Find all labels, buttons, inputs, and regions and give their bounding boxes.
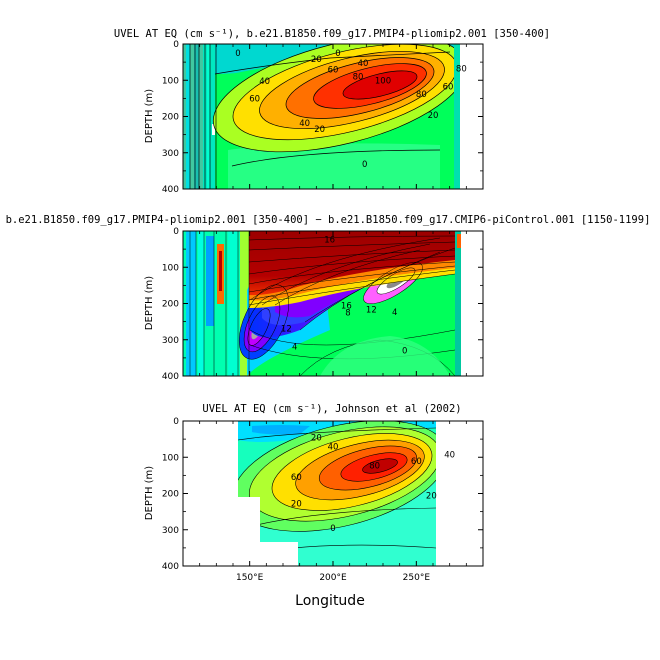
panel3-ytick-label: 200 xyxy=(162,490,179,500)
panel1-contour-label: 40 xyxy=(299,119,310,129)
panel1-contour-label: 100 xyxy=(375,76,391,86)
panel1-contour-label: 0 xyxy=(235,49,240,59)
panel2-plot-area xyxy=(183,231,483,376)
panel3-xtick-label: 150°E xyxy=(236,573,264,583)
panel3-xlabel: Longitude xyxy=(295,593,365,609)
panel3-title: UVEL AT EQ (cm s⁻¹), Johnson et al (2002… xyxy=(202,403,461,415)
panel2-contour-label: 12 xyxy=(281,325,292,335)
panel3-ytick-label: 100 xyxy=(162,453,179,463)
panel3-contour-label: 40 xyxy=(444,451,455,461)
panel1-contour-label: 80 xyxy=(416,90,427,100)
panel3-contour-label: 80 xyxy=(369,462,380,472)
panel2-ylabel: DEPTH (m) xyxy=(144,276,155,330)
panel3-plot-area xyxy=(183,421,483,566)
panel3-x-axis: 150°E 200°E 250°E xyxy=(182,421,484,583)
panel3-ytick-label: 300 xyxy=(162,526,179,536)
panel3-contour-labels: 20 40 60 80 60 40 20 20 0 xyxy=(291,433,455,534)
panel2-contour-label: 12 xyxy=(366,305,377,315)
panel1-contour-label: 40 xyxy=(259,77,270,87)
panel2-contour-label: 8 xyxy=(345,309,350,319)
panel3-xtick-label: 250°E xyxy=(403,573,431,583)
panel3-contour-label: 20 xyxy=(311,433,322,443)
panel1-contour-label: 20 xyxy=(314,125,325,135)
panel2-title: b.e21.B1850.f09_g17.PMIP4-pliomip2.001 [… xyxy=(6,214,651,226)
panel1-contour-label: 80 xyxy=(353,73,364,83)
panel2-contour-label: 4 xyxy=(292,342,297,352)
panel1-ytick-label: 100 xyxy=(162,76,179,86)
panel1-contour-label: 20 xyxy=(428,111,439,121)
panel1-plot-area xyxy=(183,44,483,189)
panel1-x-ticks xyxy=(182,44,484,189)
panel3-contour-label: 20 xyxy=(291,499,302,509)
panel2-ytick-label: 400 xyxy=(162,372,179,382)
panel3-xtick-label: 200°E xyxy=(319,573,347,583)
panel2-ytick-label: 100 xyxy=(162,263,179,273)
panel3-contour-label: 60 xyxy=(411,457,422,467)
panel2-ytick-label: 300 xyxy=(162,336,179,346)
panel2-ytick-label: 0 xyxy=(173,227,179,237)
panel1-contour-label: 0 xyxy=(335,49,340,59)
panel3-contour-label: 0 xyxy=(330,524,335,534)
panel1-ytick-label: 400 xyxy=(162,185,179,195)
panel3-ylabel: DEPTH (m) xyxy=(144,466,155,520)
panel1-contour-label: 60 xyxy=(328,65,339,75)
panel3-contour-label: 20 xyxy=(426,492,437,502)
panel2-x-ticks xyxy=(182,231,484,376)
panel1-contour-label: 60 xyxy=(443,82,454,92)
panel3-ytick-label: 400 xyxy=(162,562,179,572)
panel3-contour-label: 60 xyxy=(291,473,302,483)
panel1-contour-label: 80 xyxy=(456,65,467,75)
panel2-contour-label: 4 xyxy=(392,308,397,318)
panel2-ytick-label: 200 xyxy=(162,300,179,310)
panel2-contour-label: 16 xyxy=(324,236,335,246)
panel1-contour-label: 40 xyxy=(358,59,369,69)
panel1-ytick-label: 0 xyxy=(173,40,179,50)
panel2-contour-label: 0 xyxy=(402,347,407,357)
panel2-contour-label: 16 xyxy=(341,301,352,311)
panel1-ylabel: DEPTH (m) xyxy=(144,89,155,143)
panel2-y-axis: 0 100 200 300 400 xyxy=(162,227,483,382)
panel3-ytick-label: 0 xyxy=(173,417,179,427)
panel3-contour-label: 40 xyxy=(328,442,339,452)
panel1-contour-label: 20 xyxy=(311,55,322,65)
panel1-contour-label: 60 xyxy=(249,94,260,104)
panel1-ytick-label: 300 xyxy=(162,149,179,159)
panel1-ytick-label: 200 xyxy=(162,113,179,123)
panel1-contour-label: 0 xyxy=(362,160,367,170)
panel1-title: UVEL AT EQ (cm s⁻¹), b.e21.B1850.f09_g17… xyxy=(114,28,550,40)
